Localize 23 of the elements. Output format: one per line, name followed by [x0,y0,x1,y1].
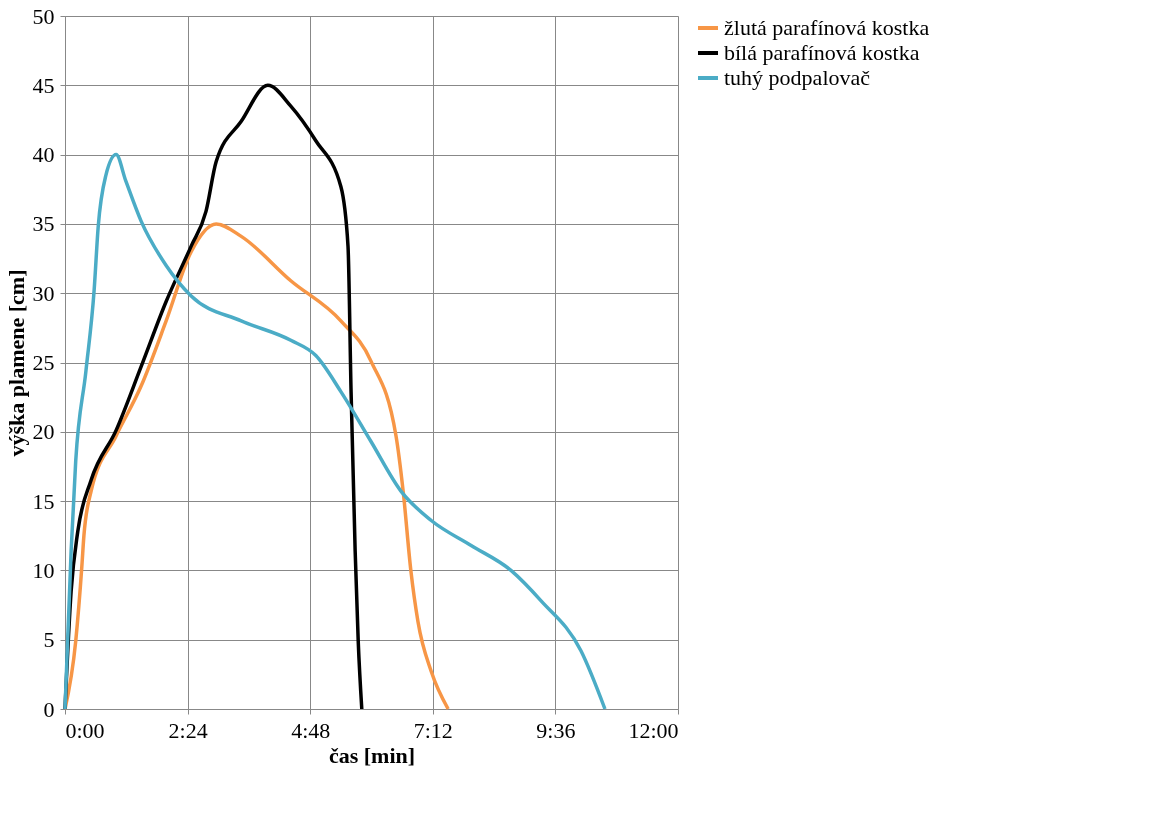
x-tick-label: 4:48 [291,717,331,743]
y-tick-label: 40 [32,142,55,168]
y-axis-title: výška plamene [cm] [3,269,29,457]
y-tick-label: 35 [32,211,55,237]
x-tick-label: 12:00 [628,717,679,743]
legend-label: žlutá parafínová kostka [724,15,930,40]
y-tick-label: 45 [32,72,55,98]
legend-label: bílá parafínová kostka [724,40,920,65]
x-axis-title: čas [min] [328,742,416,768]
y-tick-label: 30 [32,280,55,306]
y-tick-label: 5 [43,627,55,653]
x-tick-label: 0:00 [65,717,105,743]
y-tick-label: 0 [43,696,55,722]
y-tick-label: 25 [32,350,55,375]
x-tick-label: 2:24 [168,717,208,743]
line-series [63,152,607,711]
y-tick-label: 20 [32,419,55,445]
y-tick-label: 15 [32,488,55,514]
x-tick-label: 9:36 [536,717,576,743]
legend-label: tuhý podpalovač [724,65,871,90]
x-tick-label: 7:12 [413,717,453,743]
y-tick-label: 50 [32,3,55,29]
y-tick-label: 10 [32,557,55,583]
